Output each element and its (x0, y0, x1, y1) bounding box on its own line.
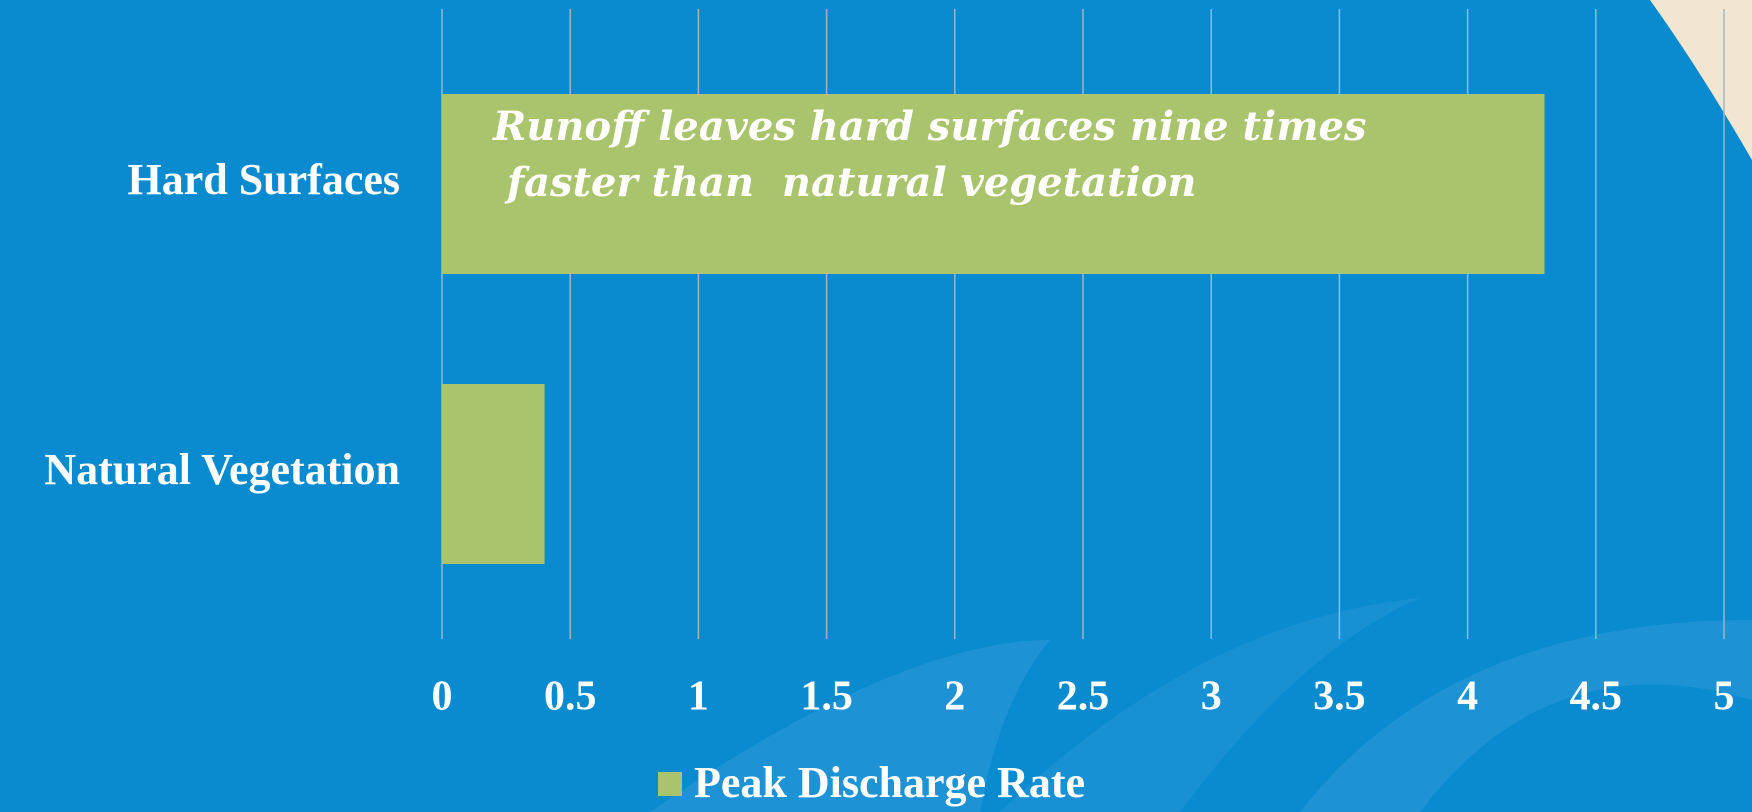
y-tick-label: Hard Surfaces (127, 155, 400, 204)
x-tick-label: 5 (1714, 674, 1735, 720)
legend-label: Peak Discharge Rate (694, 758, 1085, 807)
x-tick-label: 0 (432, 674, 453, 720)
x-tick-label: 3.5 (1313, 674, 1366, 720)
x-tick-label: 0.5 (544, 674, 597, 720)
x-tick-label: 3 (1201, 674, 1222, 720)
x-tick-label: 2.5 (1057, 674, 1110, 720)
page: 0 0.5 1 1.5 2 2.5 3 3.5 4 4.5 5 Hard Surfaces Natura… (0, 0, 1752, 812)
annotation: faster than natural vegetation (493, 159, 1197, 206)
bar (442, 384, 545, 564)
x-tick-label: 1.5 (800, 674, 853, 720)
y-tick-label: Natural Vegetation (44, 445, 400, 494)
x-tick-label: 4.5 (1570, 674, 1623, 720)
x-tick-label: 1 (688, 674, 709, 720)
x-tick-label: 4 (1457, 674, 1478, 720)
annotation: Runoff leaves hard surfaces nine times (492, 103, 1367, 150)
legend-swatch (658, 772, 682, 796)
x-tick-label: 2 (944, 674, 965, 720)
chart: 0 0.5 1 1.5 2 2.5 3 3.5 4 4.5 5 Hard Surfaces Natura… (0, 0, 1752, 812)
